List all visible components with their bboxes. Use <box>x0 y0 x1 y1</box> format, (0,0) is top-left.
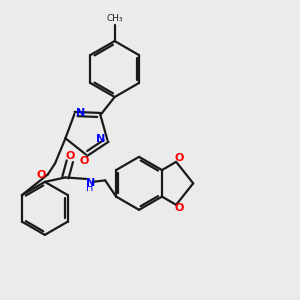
Text: N: N <box>96 134 106 144</box>
Text: O: O <box>175 153 184 163</box>
Text: O: O <box>66 151 75 161</box>
Text: O: O <box>80 156 89 166</box>
Text: N: N <box>76 108 86 118</box>
Text: CH₃: CH₃ <box>106 14 123 23</box>
Text: O: O <box>37 169 46 179</box>
Text: N: N <box>85 178 95 188</box>
Text: O: O <box>175 203 184 213</box>
Text: H: H <box>86 183 94 193</box>
